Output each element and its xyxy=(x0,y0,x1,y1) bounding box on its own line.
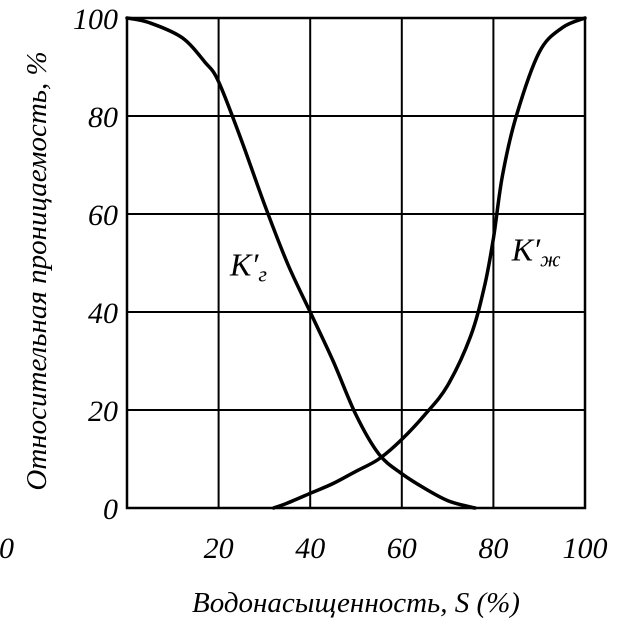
grid xyxy=(127,18,585,508)
series-label-gas: K′г xyxy=(229,246,267,286)
series-label-liquid: K′ж xyxy=(511,232,561,272)
x-axis-ticks: 0 20 40 60 80 100 xyxy=(0,532,608,565)
x-tick-label: 100 xyxy=(563,532,608,565)
series-label-main: K′ xyxy=(511,232,541,268)
curves xyxy=(125,16,587,510)
x-tick-label: 80 xyxy=(478,532,508,565)
y-tick-label: 20 xyxy=(88,395,118,428)
y-axis-ticks: 0 20 40 60 80 100 xyxy=(73,3,118,526)
x-tick-label: 60 xyxy=(387,532,417,565)
gas-permeability-curve xyxy=(125,16,477,510)
x-axis-label: Водонасыщенность, S (%) xyxy=(192,587,520,619)
series-label-main: K′ xyxy=(229,246,259,282)
plot-frame xyxy=(125,16,587,510)
y-tick-label: 0 xyxy=(103,493,118,526)
series-label-sub: ж xyxy=(540,247,561,272)
x-tick-label: 0 xyxy=(0,532,14,565)
y-axis-label: Относительная проницаемость, % xyxy=(21,51,53,490)
y-tick-label: 40 xyxy=(88,297,118,330)
x-tick-label: 40 xyxy=(295,532,325,565)
y-tick-label: 100 xyxy=(73,3,118,36)
y-tick-label: 60 xyxy=(88,199,118,232)
series-labels: K′гK′ж xyxy=(229,232,561,287)
liquid-permeability-curve xyxy=(271,16,587,510)
x-tick-label: 20 xyxy=(204,532,234,565)
series-label-sub: г xyxy=(258,261,267,286)
y-tick-label: 80 xyxy=(88,101,118,134)
